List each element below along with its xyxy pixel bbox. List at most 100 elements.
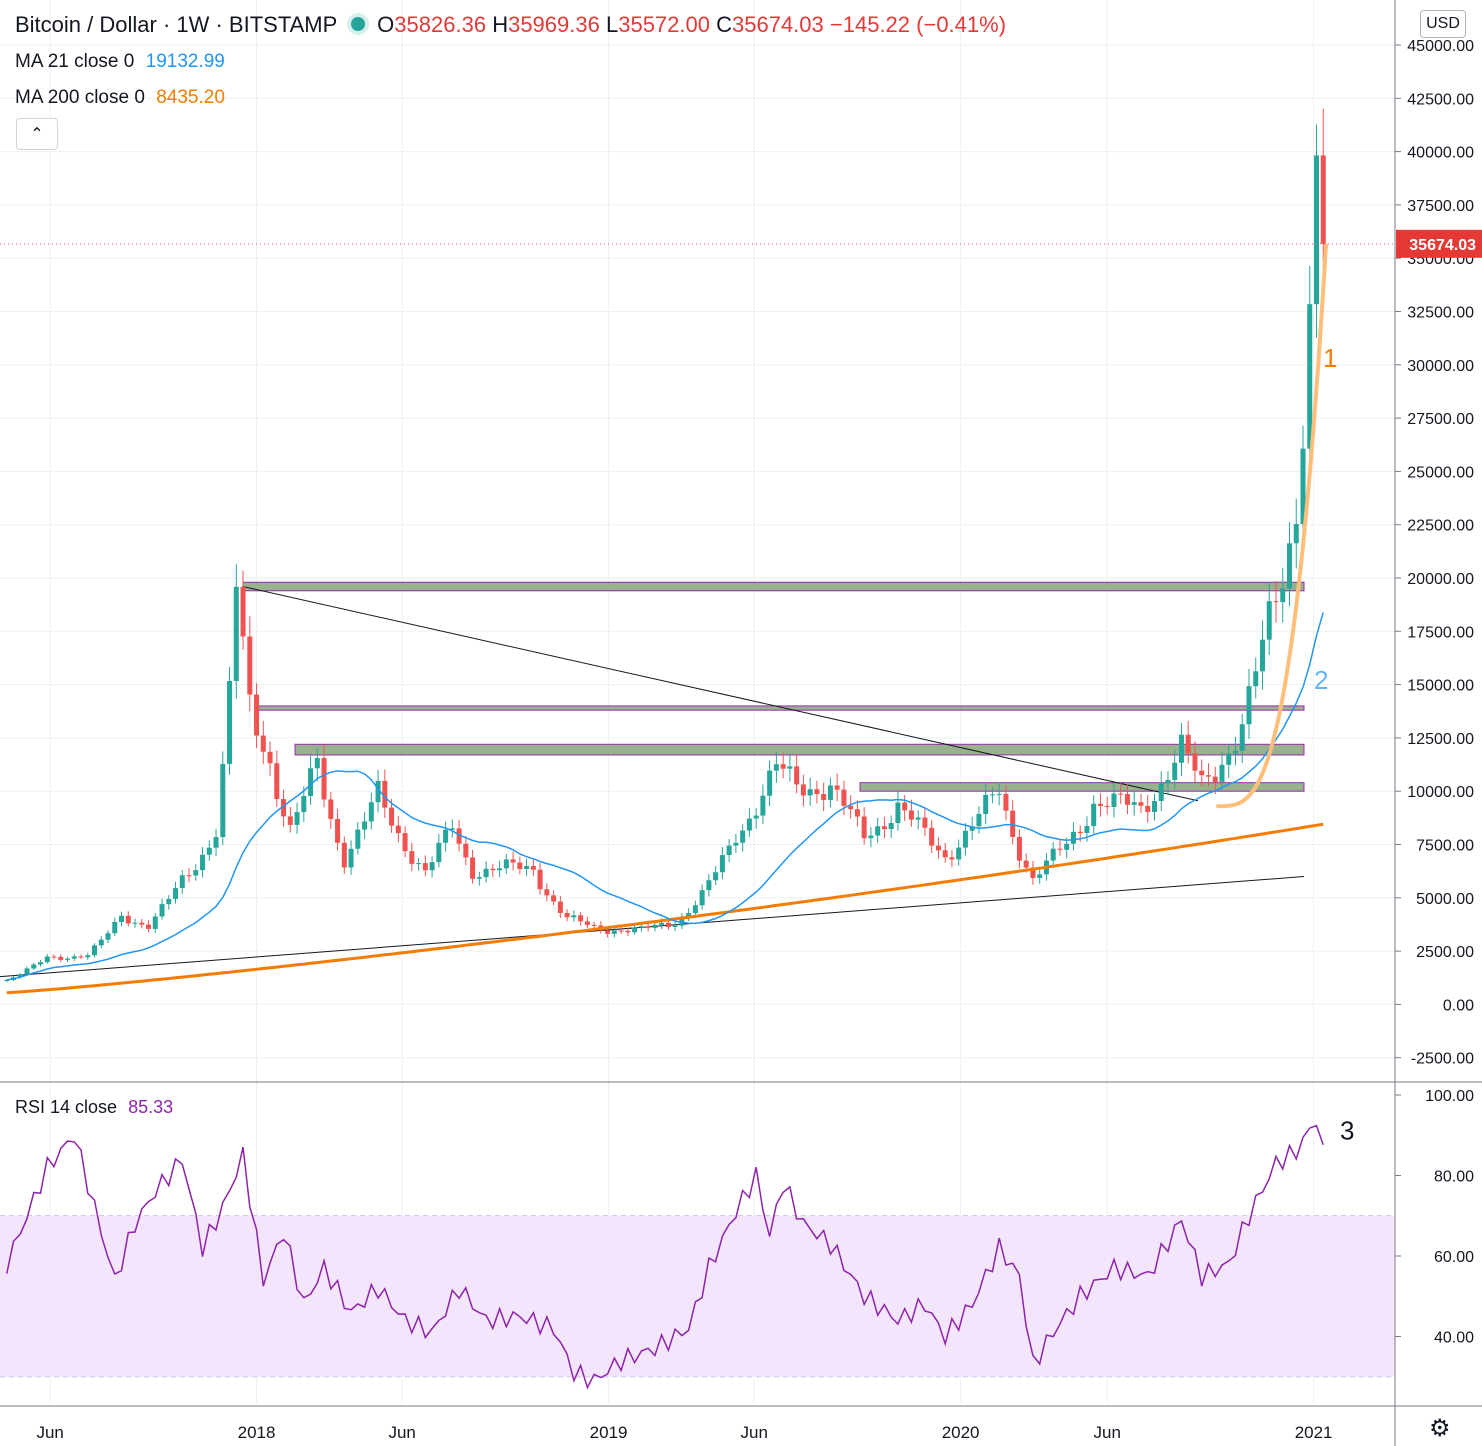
high-label: H [492, 12, 509, 37]
rsi-tick-label: 100.00 [1425, 1088, 1474, 1105]
candle-body [659, 922, 665, 925]
price-tick-label: -2500.00 [1411, 1051, 1474, 1068]
candle-body [611, 930, 617, 934]
price-tick-label: 30000.00 [1407, 358, 1474, 375]
low-value: 35572.00 [618, 12, 710, 37]
candle-body [719, 855, 725, 873]
collapse-legend-button[interactable]: ⌃ [16, 118, 58, 150]
candle-body [740, 830, 746, 843]
candle-body [760, 795, 766, 816]
price-tick-label: 42500.00 [1407, 91, 1474, 108]
candle-body [436, 842, 442, 863]
candle-body [314, 758, 320, 769]
candle-body [335, 818, 341, 843]
market-status-icon [351, 17, 366, 32]
candle-body [726, 845, 732, 856]
candle-body [773, 764, 779, 771]
time-tick-label: Jun [36, 1423, 63, 1442]
candle-body [1286, 543, 1292, 589]
rsi-tick-label: 60.00 [1434, 1249, 1474, 1266]
candle-body [227, 680, 233, 764]
rsi-legend[interactable]: RSI 14 close 85.33 [15, 1097, 173, 1118]
candle-body [638, 926, 644, 928]
candle-body [767, 770, 773, 796]
candle-body [881, 826, 887, 830]
candle-body [868, 835, 874, 839]
candle-body [92, 945, 98, 956]
candle-body [989, 794, 995, 796]
candle-body [362, 821, 368, 830]
candle-body [510, 859, 516, 863]
time-tick-label: Jun [741, 1423, 768, 1442]
annotations: 35674.03 1 2 3 [1314, 229, 1482, 1145]
candle-body [929, 827, 935, 846]
candle-body [112, 921, 118, 934]
candle-body [1199, 770, 1205, 776]
price-tick-label: 37500.00 [1407, 198, 1474, 215]
candle-body [65, 958, 71, 960]
candle-body [247, 636, 253, 695]
candle-body [31, 964, 37, 969]
candle-body [942, 850, 948, 858]
price-tick-label: 17500.00 [1407, 624, 1474, 641]
parabolic-curve [1216, 243, 1328, 809]
candle-body [1320, 155, 1326, 244]
ma200-legend[interactable]: MA 200 close 0 8435.20 [15, 87, 225, 109]
candle-body [213, 837, 219, 848]
candle-body [470, 857, 476, 879]
candle-body [1091, 803, 1097, 827]
time-tick-label: Jun [1093, 1423, 1120, 1442]
candle-body [233, 586, 239, 681]
symbol-title: Bitcoin / Dollar · 1W · BITSTAMP [15, 12, 337, 37]
candle-body [1158, 783, 1164, 801]
candle-body [490, 868, 496, 871]
candle-body [503, 859, 509, 869]
last-price-label: 35674.03 [1409, 237, 1476, 254]
candle-body [375, 780, 381, 803]
price-tick-label: 7500.00 [1416, 838, 1474, 855]
ma200-value: 8435.20 [156, 87, 225, 108]
time-tick-label: 2021 [1295, 1423, 1333, 1442]
candle-body [409, 851, 415, 864]
support-resistance-zones [242, 581, 1305, 792]
price-tick-label: 25000.00 [1407, 464, 1474, 481]
candle-body [281, 799, 287, 817]
candle-body [706, 880, 712, 891]
candle-body [578, 915, 584, 922]
candle-body [962, 830, 968, 848]
candle-body [733, 842, 739, 846]
candle-body [827, 785, 833, 800]
candle-body [382, 780, 388, 808]
ma21-legend[interactable]: MA 21 close 0 19132.99 [15, 51, 225, 73]
candle-body [679, 916, 685, 926]
candle-body [800, 784, 806, 796]
candle-body [1037, 874, 1043, 878]
open-label: O [377, 12, 395, 37]
candle-body [125, 915, 131, 924]
candle-body [969, 826, 975, 831]
candle-body [463, 843, 469, 858]
rsi-label: RSI 14 close [15, 1097, 118, 1117]
candle-body [557, 901, 563, 913]
candle-body [476, 877, 482, 879]
candle-body [1124, 794, 1130, 805]
candle-body [274, 763, 280, 800]
candle-body [4, 980, 10, 982]
rsi-tick-label: 80.00 [1434, 1169, 1474, 1186]
candle-body [17, 974, 23, 978]
candle-body [179, 875, 185, 889]
candle-body [497, 868, 503, 871]
currency-button[interactable]: USD [1420, 10, 1466, 38]
candle-body [146, 924, 152, 929]
candle-body [692, 905, 698, 914]
candle-body [841, 789, 847, 806]
candle-body [1266, 601, 1272, 640]
close-value: 35674.03 [732, 12, 824, 37]
settings-gear-icon[interactable]: ⚙ [1429, 1415, 1451, 1442]
candle-body [571, 915, 577, 918]
candle-body [402, 833, 408, 852]
candle-body [152, 916, 158, 929]
candle-body [71, 956, 77, 959]
candle-body [1192, 753, 1198, 771]
